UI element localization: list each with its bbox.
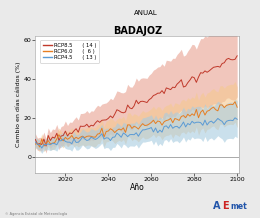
Y-axis label: Cambio en días cálidos (%): Cambio en días cálidos (%): [15, 61, 21, 147]
Text: met: met: [230, 203, 247, 211]
Title: BADAJOZ: BADAJOZ: [113, 26, 162, 36]
Text: © Agencia Estatal de Meteorología: © Agencia Estatal de Meteorología: [5, 212, 67, 216]
Text: ANUAL: ANUAL: [134, 10, 158, 16]
Legend: RCP8.5      ( 14 ), RCP6.0      (  6 ), RCP4.5      ( 13 ): RCP8.5 ( 14 ), RCP6.0 ( 6 ), RCP4.5 ( 13…: [40, 40, 99, 63]
X-axis label: Año: Año: [130, 183, 145, 192]
Text: A: A: [213, 201, 221, 211]
Text: E: E: [222, 201, 229, 211]
